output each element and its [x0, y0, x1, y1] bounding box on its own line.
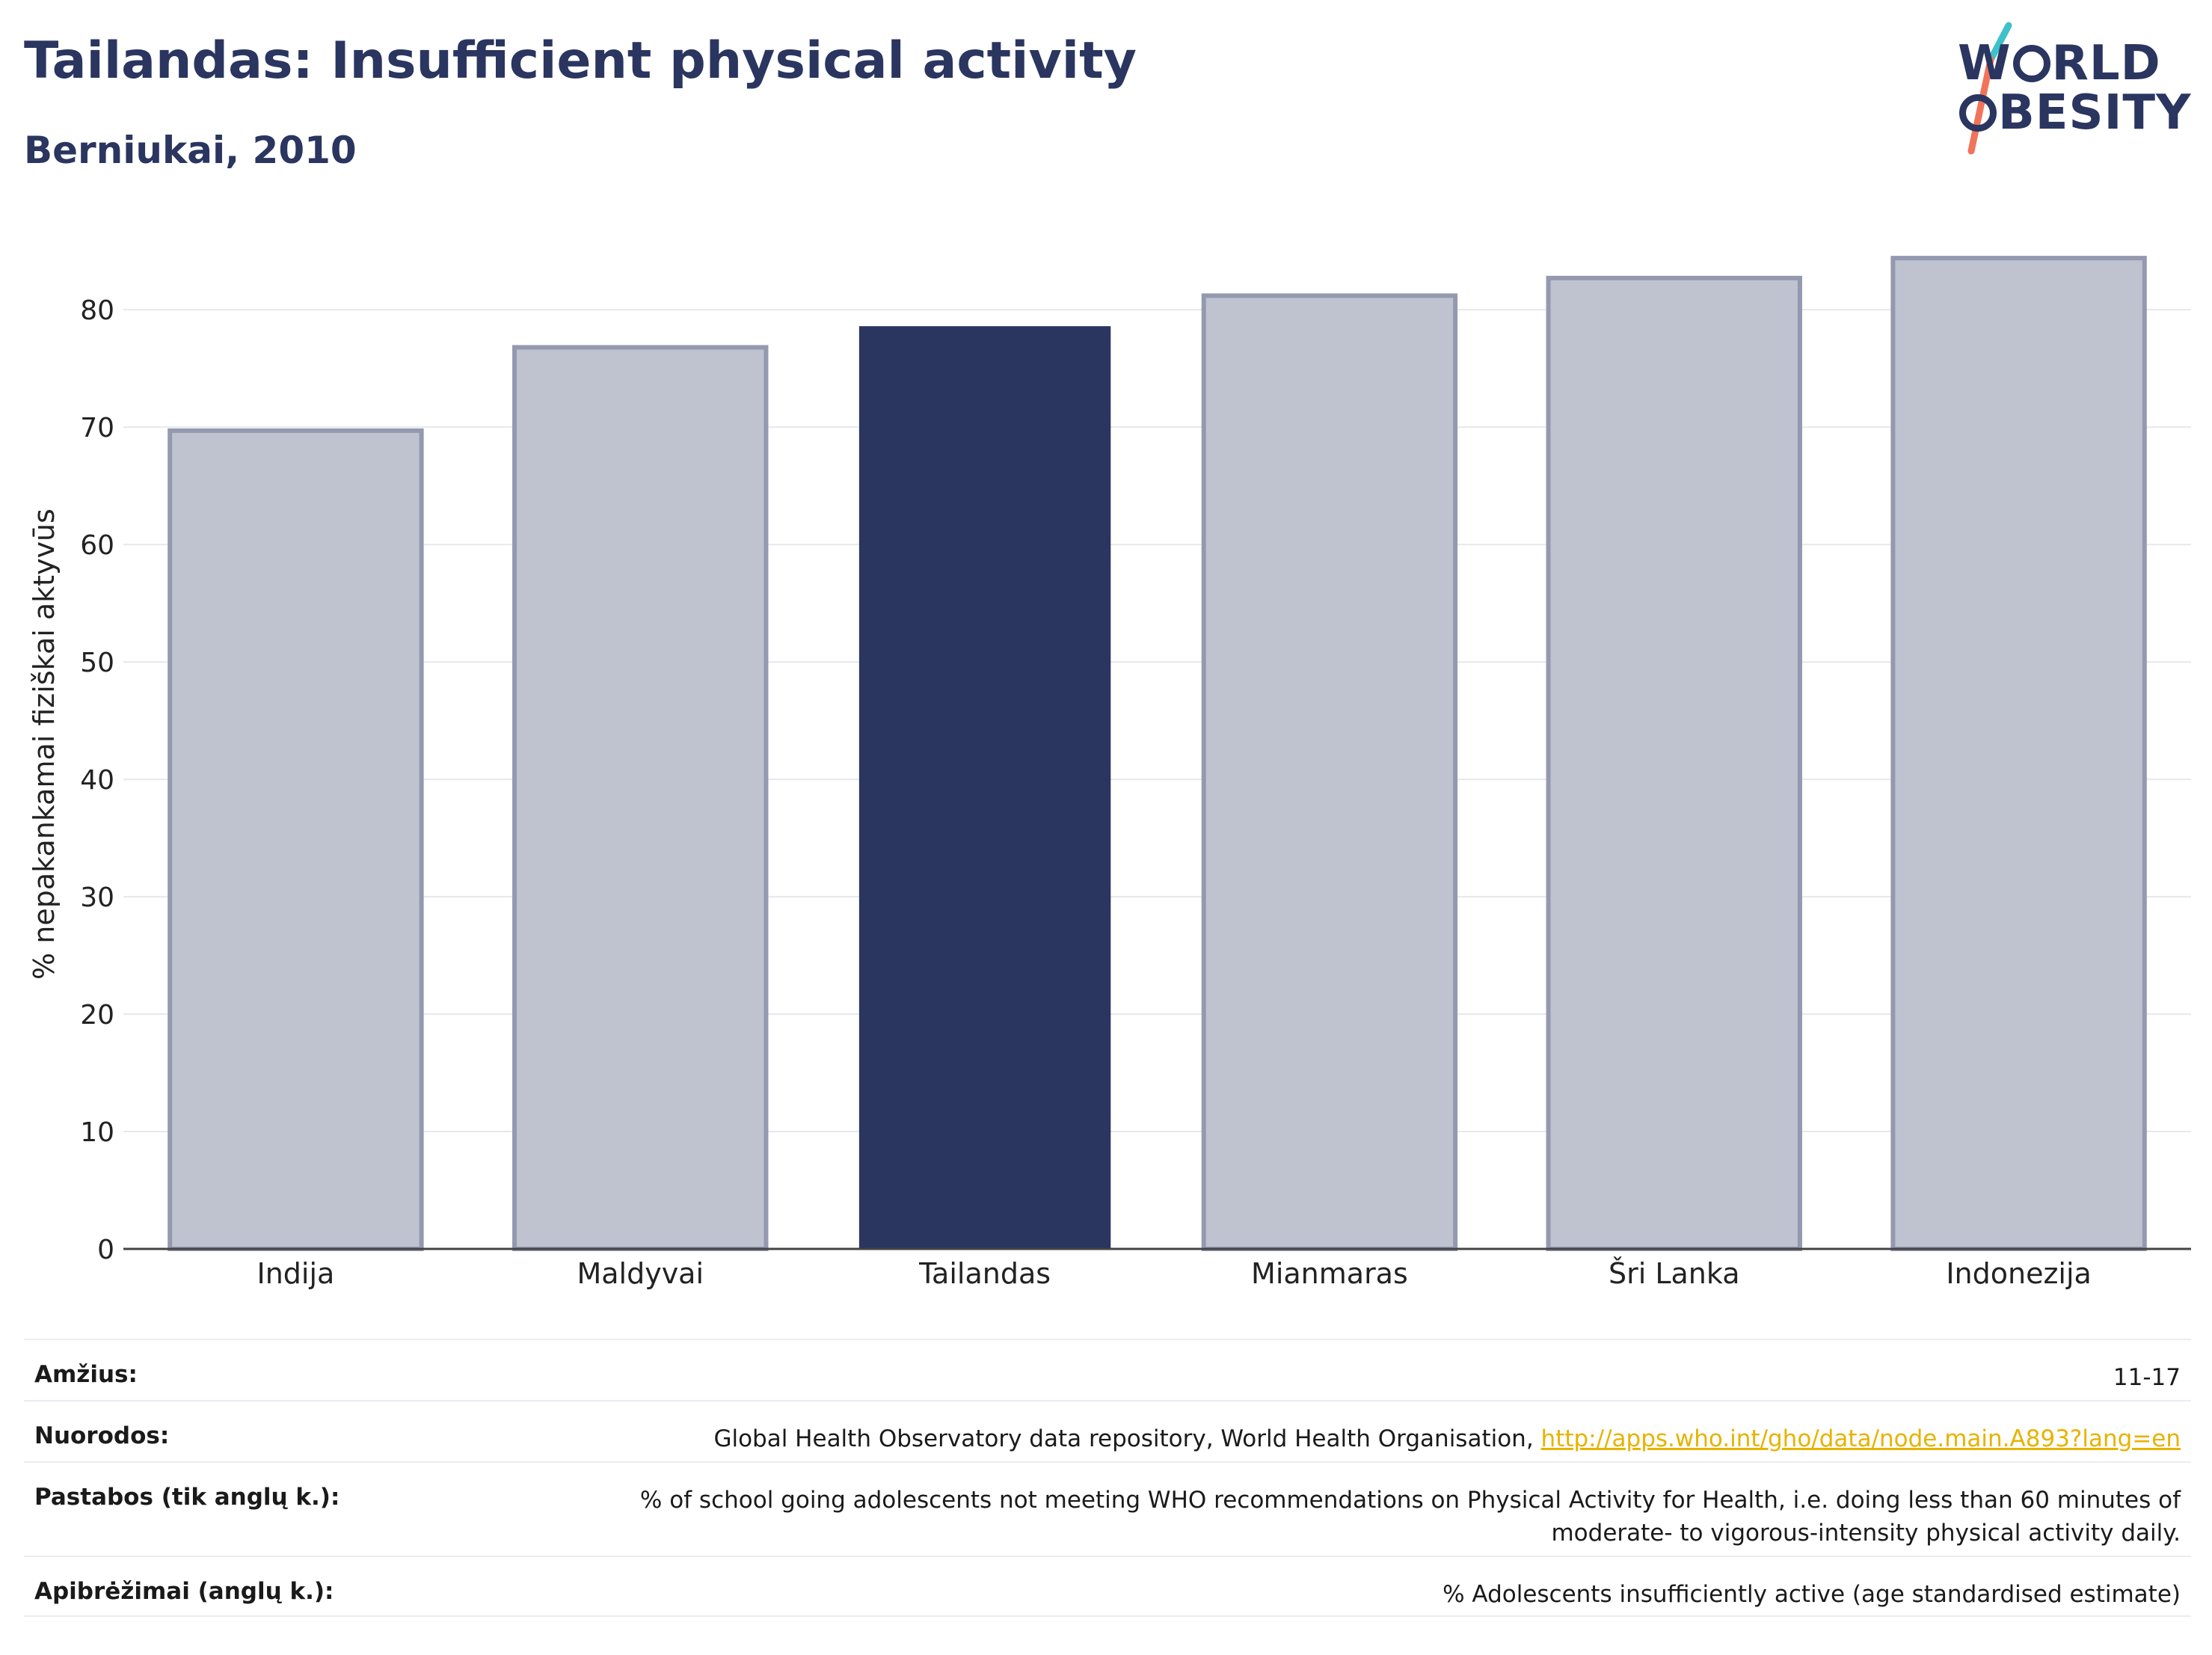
- y-tick-label: 10: [80, 1117, 114, 1148]
- info-label: Pastabos (tik anglų k.):: [34, 1484, 340, 1511]
- info-label: Nuorodos:: [34, 1422, 170, 1449]
- world-obesity-logo: W RLD BESITY: [1958, 21, 2197, 156]
- y-tick-label: 20: [80, 1000, 114, 1031]
- info-label: Amžius:: [34, 1361, 138, 1388]
- y-axis-ticks: 0 10 20 30 40 50 60 70 80: [80, 295, 114, 1265]
- x-axis-ticks: Indija Maldyvai Tailandas Mianmaras Šri Lank…: [257, 1257, 2092, 1290]
- info-value: Global Health Observatory data repositor…: [713, 1422, 2181, 1455]
- reference-link[interactable]: http://apps.who.int/gho/data/node.main.A…: [1540, 1425, 2181, 1452]
- x-tick-label: Mianmaras: [1251, 1257, 1408, 1290]
- gridlines: [123, 309, 2191, 1133]
- info-row-notes: Pastabos (tik anglų k.): % of school goi…: [24, 1461, 2191, 1556]
- info-row-definitions: Apibrėžimai (anglų k.): % Adolescents in…: [24, 1556, 2191, 1617]
- bar-maldyvai: [512, 345, 769, 1252]
- bar-indonezija: [1890, 256, 2147, 1251]
- logo-world: W RLD: [1958, 36, 2161, 91]
- logo-slash-top: [1987, 22, 2012, 64]
- y-tick-label: 0: [97, 1235, 114, 1265]
- y-tick-label: 70: [80, 413, 114, 443]
- bar-tailandas: [858, 326, 1111, 1249]
- chart-title: Tailandas: Insufficient physical activit…: [24, 31, 1137, 90]
- logo-obesity: BESITY: [1958, 85, 2191, 141]
- bar-chart: 0 10 20 30 40 50 60 70 80 Indija Maldyvai Tailanda…: [28, 256, 2191, 1290]
- info-row-references: Nuorodos: Global Health Observatory data…: [24, 1400, 2191, 1461]
- y-tick-label: 50: [80, 648, 114, 678]
- y-tick-label: 60: [80, 530, 114, 561]
- info-row-age: Amžius: 11-17: [24, 1339, 2191, 1400]
- bars: [168, 256, 2147, 1252]
- y-tick-label: 40: [80, 765, 114, 796]
- info-value: % of school going adolescents not meetin…: [639, 1487, 2181, 1547]
- info-value: 11-17: [2113, 1364, 2181, 1391]
- info-value: % Adolescents insufficiently active (age…: [1443, 1581, 2181, 1608]
- x-tick-label: Šri Lanka: [1609, 1257, 1740, 1290]
- info-label: Apibrėžimai (anglų k.):: [34, 1578, 334, 1605]
- y-tick-label: 30: [80, 882, 114, 913]
- bar-šri-lanka: [1546, 275, 1802, 1251]
- bar-indija: [168, 428, 424, 1251]
- x-tick-label: Tailandas: [918, 1257, 1051, 1290]
- y-axis-label: % nepakankamai fiziškai aktyvūs: [28, 509, 61, 980]
- y-tick-label: 80: [80, 295, 114, 326]
- x-tick-label: Indija: [257, 1257, 335, 1290]
- x-tick-label: Indonezija: [1946, 1257, 2091, 1290]
- info-table: Amžius: 11-17 Nuorodos: Global Health Ob…: [24, 1339, 2191, 1617]
- reference-text: Global Health Observatory data repositor…: [713, 1425, 1541, 1452]
- bar-mianmaras: [1201, 293, 1458, 1251]
- x-tick-label: Maldyvai: [577, 1257, 704, 1290]
- chart-subtitle: Berniukai, 2010: [24, 129, 357, 172]
